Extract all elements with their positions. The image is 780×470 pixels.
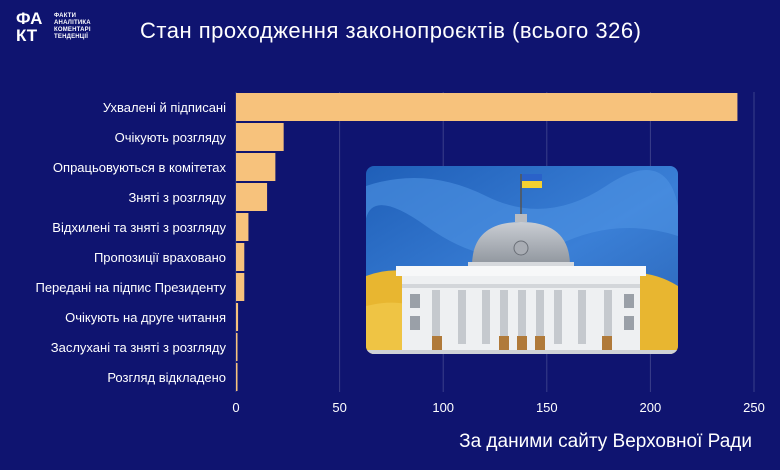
bar xyxy=(236,123,284,151)
x-tick-label: 200 xyxy=(640,400,662,415)
category-label: Очікують розгляду xyxy=(115,130,227,145)
x-tick-label: 50 xyxy=(332,400,346,415)
data-source-note: За даними сайту Верховної Ради xyxy=(459,431,752,452)
x-tick-label: 250 xyxy=(743,400,765,415)
brand-mark-bottom: КТ xyxy=(16,26,38,45)
bar xyxy=(236,213,249,241)
category-label: Очікують на друге читання xyxy=(65,310,226,325)
bar xyxy=(236,93,738,121)
bar xyxy=(236,243,245,271)
brand-text: ФАКТИ АНАЛІТИКА КОМЕНТАРІ ТЕНДЕНЦІЇ xyxy=(54,13,114,41)
brand-mark: ФА КТ xyxy=(14,8,52,44)
bar xyxy=(236,303,239,331)
parliament-photo xyxy=(366,166,678,354)
bar xyxy=(236,333,238,361)
category-label: Відхилені та зняті з розгляду xyxy=(52,220,226,235)
chart-x-ticks: 0 50 100 150 200 250 xyxy=(232,400,764,415)
brand-logo: ФА КТ ФАКТИ АНАЛІТИКА КОМЕНТАРІ ТЕНДЕНЦІ… xyxy=(14,8,104,48)
brand-line: ФАКТИ xyxy=(54,13,77,19)
bar xyxy=(236,273,245,301)
category-label: Заслухані та зняті з розгляду xyxy=(51,340,227,355)
brand-line: КОМЕНТАРІ xyxy=(54,27,91,33)
page-title: Стан проходження законопроєктів (всього … xyxy=(140,18,642,43)
category-label: Ухвалені й підписані xyxy=(103,100,226,115)
category-label: Опрацьовуються в комітетах xyxy=(53,160,227,175)
verkhovna-rada-illustration xyxy=(366,166,678,354)
category-label: Зняті з розгляду xyxy=(128,190,226,205)
category-label: Передані на підпис Президенту xyxy=(35,280,226,295)
bar xyxy=(236,183,268,211)
brand-line: ТЕНДЕНЦІЇ xyxy=(54,34,89,40)
chart-category-labels: Ухвалені й підписані Очікують розгляду Опр… xyxy=(35,100,226,385)
x-tick-label: 0 xyxy=(232,400,239,415)
category-label: Пропозиції враховано xyxy=(94,250,226,265)
chart-bars xyxy=(236,93,738,391)
bar xyxy=(236,363,238,391)
brand-line: АНАЛІТИКА xyxy=(54,20,91,26)
category-label: Розгляд відкладено xyxy=(107,370,226,385)
x-tick-label: 100 xyxy=(432,400,454,415)
x-tick-label: 150 xyxy=(536,400,558,415)
brand-mark-top: ФА xyxy=(16,9,43,28)
bar xyxy=(236,153,276,181)
